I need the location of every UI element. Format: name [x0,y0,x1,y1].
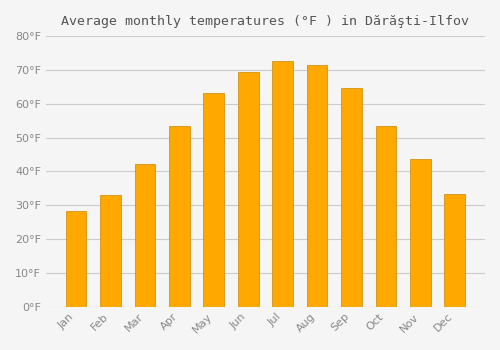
Bar [66,211,86,307]
Bar [100,195,121,307]
Bar [238,72,258,307]
Bar [272,62,293,307]
Bar [169,126,190,307]
Bar [444,194,465,307]
Title: Average monthly temperatures (°F ) in Dărăşti-Ilfov: Average monthly temperatures (°F ) in Dă… [62,15,470,28]
Bar [341,88,362,307]
Bar [410,159,430,307]
Bar [204,93,224,307]
Bar [306,64,328,307]
Bar [134,164,156,307]
Bar [376,126,396,307]
